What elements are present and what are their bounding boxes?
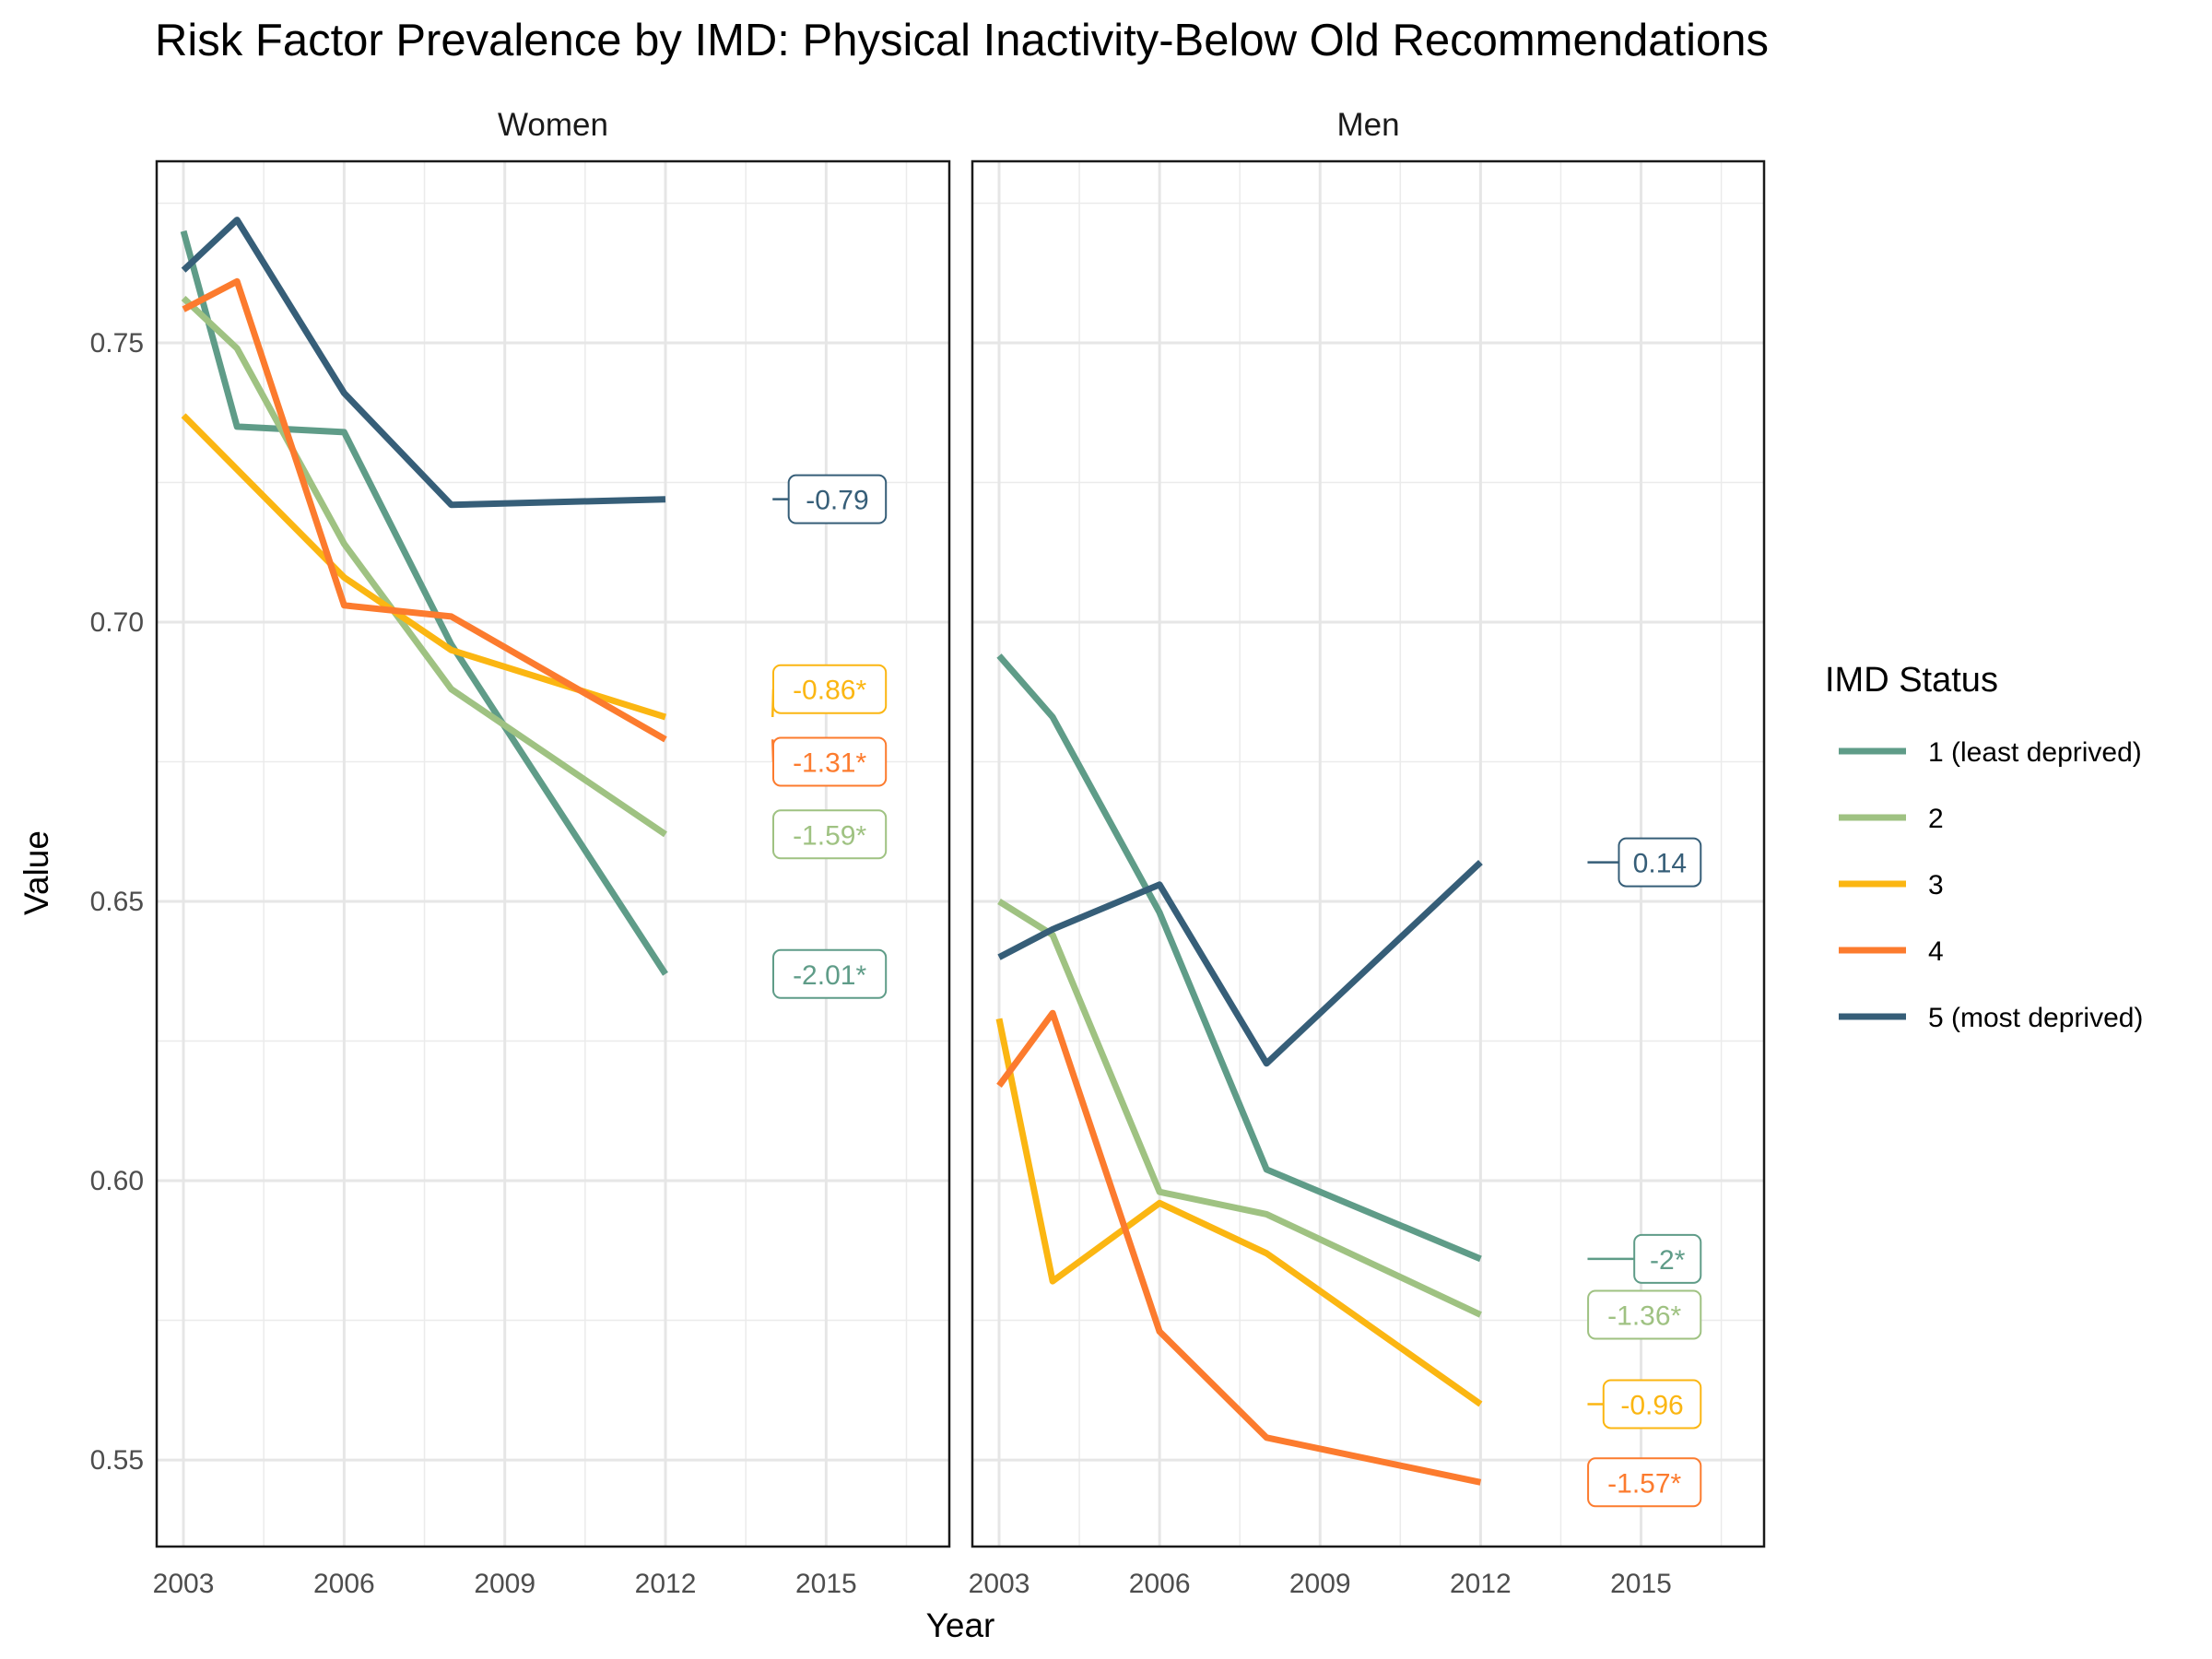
y-tick-label: 0.60 (90, 1166, 144, 1196)
trend-label-text: 0.14 (1633, 849, 1687, 879)
series-line-imd-4 (996, 1009, 1482, 1486)
series-line-imd-2 (181, 295, 667, 838)
x-tick-label: 2006 (313, 1569, 375, 1599)
y-tick-label: 0.70 (90, 607, 144, 638)
trend-label-imd-5: 0.14 (1587, 837, 1702, 888)
trend-label-text: -1.36* (1607, 1300, 1681, 1331)
x-tick-labels: 2003 2006 2009 2012 2015 (969, 1569, 1672, 1599)
legend-entry-4: 4 (1839, 936, 1944, 967)
trend-label-imd-1: -2.01* (772, 948, 888, 999)
trend-label-text: -2* (1650, 1245, 1686, 1276)
label-box (772, 809, 888, 860)
series-line-imd-3 (995, 1018, 1483, 1407)
x-tick-label: 2009 (1289, 1569, 1351, 1599)
x-tick-label: 2012 (1450, 1569, 1512, 1599)
panel-title-women: Women (498, 107, 608, 143)
legend-label: 1 (least deprived) (1928, 737, 2142, 768)
legend-entry-1: 1 (least deprived) (1839, 737, 2142, 768)
legend-title: IMD Status (1825, 661, 1998, 700)
x-tick-label: 2015 (795, 1569, 857, 1599)
y-tick-label: 0.75 (90, 328, 144, 359)
y-axis-title: Value (18, 830, 55, 915)
trend-label-text: -1.57* (1607, 1468, 1681, 1499)
y-tick-labels: 0.55 0.60 0.65 0.70 0.75 (90, 328, 144, 1476)
trend-label-text: -0.96 (1620, 1390, 1683, 1420)
legend-entry-3: 3 (1839, 870, 1944, 900)
y-tick-label: 0.65 (90, 887, 144, 917)
label-box (1587, 1289, 1702, 1340)
trend-label-imd-1: -2* (1587, 1233, 1702, 1284)
x-tick-label: 2003 (153, 1569, 215, 1599)
chart-title: Risk Factor Prevalence by IMD: Physical … (155, 16, 1769, 65)
label-box (772, 664, 888, 714)
x-tick-labels: 2003 2006 2009 2012 2015 (153, 1569, 857, 1599)
x-tick-label: 2012 (635, 1569, 697, 1599)
legend-label: 4 (1928, 936, 1944, 967)
legend-label: 5 (most deprived) (1928, 1003, 2143, 1033)
trend-label-text: -1.59* (793, 820, 866, 851)
trend-label-imd-5: -0.79 (772, 474, 888, 524)
panel-border (971, 159, 1766, 1548)
series-line-imd-4 (182, 277, 667, 743)
trend-label-imd-4: -1.57* (1587, 1457, 1702, 1508)
trend-label-text: -1.31* (793, 748, 866, 779)
series-line-imd-1 (180, 229, 668, 976)
panel-title-men: Men (1336, 107, 1399, 143)
legend-label: 3 (1928, 870, 1944, 900)
trend-label-imd-2: -1.59* (772, 809, 888, 860)
legend: IMD Status 1 (least deprived) 2 3 4 5 (most … (1825, 661, 2143, 1033)
x-tick-label: 2009 (474, 1569, 535, 1599)
trend-labels: -2.01* -1.59* -0.86* -1.31* -0.79 (771, 474, 888, 999)
panel-border (155, 159, 951, 1548)
legend-entry-5: 5 (most deprived) (1839, 1003, 2143, 1033)
x-tick-label: 2015 (1610, 1569, 1672, 1599)
trend-label-text: -0.86* (793, 676, 866, 706)
trend-label-imd-3: -0.86* (771, 664, 888, 718)
legend-entry-2: 2 (1839, 804, 1944, 834)
trend-label-imd-3: -0.96 (1587, 1379, 1702, 1430)
series-lines (180, 217, 668, 976)
trend-labels: -2* -1.36* -0.96 -1.57* 0.14 (1587, 837, 1702, 1508)
trend-label-text: -0.79 (806, 486, 868, 516)
trend-label-text: -2.01* (793, 960, 866, 991)
series-line-imd-2 (997, 899, 1482, 1318)
label-box (772, 948, 888, 999)
series-line-imd-5 (181, 217, 666, 509)
label-box (787, 474, 888, 524)
label-box (1633, 1233, 1702, 1284)
trend-label-imd-4: -1.31* (771, 736, 888, 787)
x-tick-label: 2006 (1129, 1569, 1191, 1599)
series-line-imd-5 (997, 860, 1483, 1067)
x-tick-label: 2003 (969, 1569, 1030, 1599)
series-lines (995, 653, 1483, 1486)
legend-label: 2 (1928, 804, 1944, 834)
trend-label-imd-2: -1.36* (1587, 1289, 1702, 1340)
label-box (1587, 1457, 1702, 1508)
label-box (1618, 837, 1702, 888)
label-box (772, 736, 888, 787)
x-axis-title: Year (926, 1606, 995, 1644)
label-box (1602, 1379, 1702, 1430)
y-tick-label: 0.55 (90, 1445, 144, 1476)
series-line-imd-1 (996, 653, 1482, 1263)
